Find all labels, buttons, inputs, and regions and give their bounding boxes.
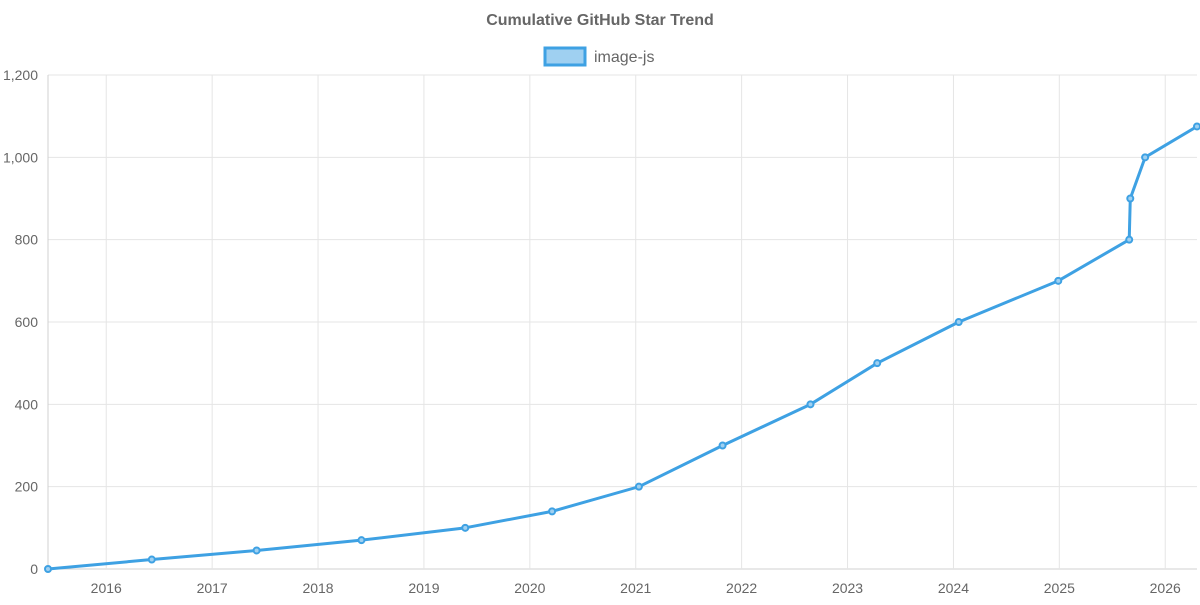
series-image-js <box>44 122 1200 573</box>
x-tick-label: 2026 <box>1150 580 1181 596</box>
chart-title: Cumulative GitHub Star Trend <box>486 12 714 29</box>
data-point[interactable] <box>873 359 882 368</box>
data-point[interactable] <box>44 565 52 573</box>
data-point[interactable] <box>252 546 261 555</box>
x-tick-label: 2021 <box>620 580 651 596</box>
data-point[interactable] <box>718 441 727 450</box>
x-tick-label: 2025 <box>1044 580 1075 596</box>
data-point[interactable] <box>806 400 815 409</box>
data-point[interactable] <box>357 536 366 545</box>
data-point[interactable] <box>548 507 557 516</box>
x-axis-ticks: 2016 2017 2018 2019 2020 2021 2022 2023 2024 2025… <box>91 580 1181 596</box>
x-tick-label: 2022 <box>726 580 757 596</box>
legend[interactable]: image-js <box>543 46 654 67</box>
y-axis-ticks: 0 200 400 600 800 1,000 1,200 <box>3 67 38 577</box>
data-point[interactable] <box>1125 235 1134 244</box>
y-tick-label: 600 <box>15 314 39 330</box>
legend-label-image-js[interactable]: image-js <box>594 49 654 66</box>
y-tick-label: 200 <box>15 479 39 495</box>
data-point[interactable] <box>461 523 470 532</box>
y-tick-label: 0 <box>30 561 38 577</box>
y-tick-label: 1,000 <box>3 149 38 165</box>
x-tick-label: 2023 <box>832 580 863 596</box>
data-point[interactable] <box>1054 276 1063 285</box>
data-point[interactable] <box>147 555 156 564</box>
data-point[interactable] <box>1126 194 1135 203</box>
x-tick-label: 2016 <box>91 580 122 596</box>
y-tick-label: 400 <box>15 396 39 412</box>
grid-lines <box>48 74 1197 570</box>
x-tick-label: 2024 <box>938 580 969 596</box>
data-point[interactable] <box>634 482 643 491</box>
data-point[interactable] <box>1141 153 1150 162</box>
y-tick-label: 800 <box>15 232 39 248</box>
data-point[interactable] <box>1193 122 1200 131</box>
x-tick-label: 2019 <box>408 580 439 596</box>
data-point[interactable] <box>954 318 963 326</box>
series-line-image-js <box>46 124 1199 571</box>
legend-swatch-image-js[interactable] <box>543 46 587 67</box>
y-tick-label: 1,200 <box>3 67 38 83</box>
x-tick-label: 2018 <box>302 580 333 596</box>
x-tick-label: 2017 <box>197 580 228 596</box>
x-tick-label: 2020 <box>514 580 545 596</box>
